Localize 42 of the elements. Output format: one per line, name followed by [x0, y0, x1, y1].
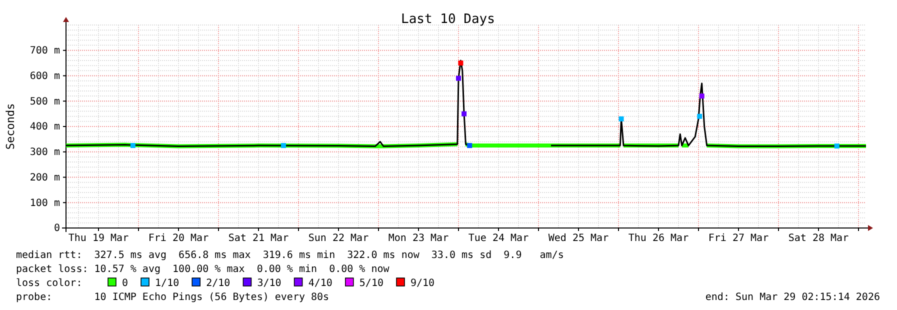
x-tick-label: Sun 22 Mar: [308, 233, 369, 244]
point: [458, 60, 464, 66]
point: [618, 116, 624, 122]
y-tick-label: 400 m: [30, 122, 60, 133]
text: end: Sun Mar 29 02:15:14 2026: [705, 292, 880, 303]
point: [834, 144, 840, 149]
text: median rtt: 327.5 ms avg 656.8 ms max 319.6 ms min 322.0 ms now 33.0 ms sd 9.9 am/s: [16, 250, 564, 261]
y-tick-label: 500 m: [30, 96, 60, 108]
point: [697, 114, 702, 119]
legend-label: 2/10: [206, 278, 230, 289]
legend-label: 9/10: [410, 278, 435, 289]
point: [462, 111, 467, 116]
legend-title: loss color:: [16, 278, 82, 289]
legend-label: 0: [122, 278, 128, 289]
point: [699, 94, 704, 99]
x-tick-label: Sat 28 Mar: [788, 233, 849, 244]
text: probe: 10 ICMP Echo Pings (56 Bytes) every 80s: [16, 292, 330, 303]
text: packet loss: 10.57 % avg 100.00 % max 0.00 % min 0.00 % now: [16, 264, 390, 275]
y-tick-label: 100 m: [30, 198, 60, 209]
x-tick-label: Fri 27 Mar: [708, 233, 769, 244]
legend-label: 1/10: [155, 278, 180, 289]
x-tick-label: Wed 25 Mar: [548, 233, 609, 244]
point: [467, 143, 472, 148]
chart-title: Last 10 Days: [401, 12, 495, 27]
x-tick-label: Fri 20 Mar: [148, 233, 209, 244]
y-axis-title: Seconds: [4, 103, 17, 150]
x-tick-label: Thu 19 Mar: [68, 233, 129, 244]
y-tick-label: 300 m: [30, 147, 60, 158]
x-tick-label: Mon 23 Mar: [388, 233, 449, 244]
point: [281, 143, 286, 148]
x-tick-label: Sat 21 Mar: [228, 233, 289, 244]
legend-label: 3/10: [257, 278, 282, 289]
legend-label: 4/10: [308, 278, 332, 289]
y-tick-label: 600 m: [30, 70, 60, 82]
point: [130, 143, 136, 148]
x-tick-label: Thu 26 Mar: [628, 233, 689, 244]
point: [456, 76, 461, 81]
legend-label: 5/10: [359, 278, 384, 289]
y-tick-label: 0: [54, 223, 60, 234]
x-tick-label: Tue 24 Mar: [468, 233, 529, 244]
y-tick-label: 200 m: [30, 172, 60, 184]
y-tick-label: 700 m: [30, 46, 60, 57]
